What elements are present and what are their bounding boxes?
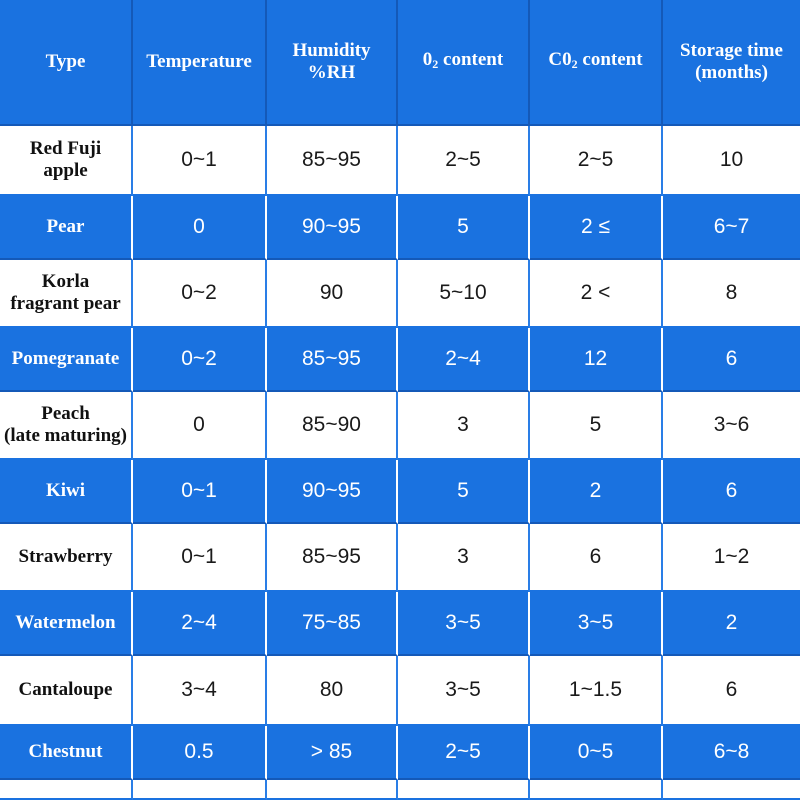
cell-humidity: 80 [267,656,398,726]
cell-humidity: 85~95 [267,126,398,196]
cell-type: Chestnut [0,726,133,780]
header-type-label: Type [45,51,86,72]
cell-type: Pear [0,196,133,260]
header-o2-prefix: 0 [422,49,433,70]
cell-storage: 6 [663,656,800,726]
header-o2-sub: 2 [432,57,439,71]
header-storage-line2: (months) [695,62,768,83]
type-line1: Korla [41,271,90,292]
type-line2: apple [43,160,88,181]
cell-storage: 2 [663,592,800,656]
header-co2-sub: 2 [571,57,578,71]
cell-storage: 8 [663,260,800,328]
header-humidity-label: Humidity %RH [292,40,370,84]
type-label: Korla fragrant pear [10,271,120,315]
header-storage: Storage time (months) [663,0,800,126]
header-co2-label: C02 content [548,49,642,75]
header-o2-suffix: content [438,49,504,70]
header-temperature: Temperature [133,0,267,126]
cell-temperature: 0 [133,392,267,460]
cell-humidity: 90 [267,260,398,328]
type-line1: Red Fuji [29,138,102,159]
cell-humidity: 85~90 [267,392,398,460]
cell-o2: 5~10 [398,260,530,328]
cell-empty [0,780,133,800]
cell-o2: 2~4 [398,328,530,392]
cell-co2: 5 [530,392,663,460]
header-temperature-label: Temperature [146,51,252,72]
cell-temperature: 0 [133,196,267,260]
cell-co2: 2 < [530,260,663,328]
header-o2: 02 content [398,0,530,126]
cell-empty [530,780,663,800]
type-line2: fragrant pear [10,293,121,314]
cell-storage: 6~8 [663,726,800,780]
cell-co2: 12 [530,328,663,392]
cell-temperature: 0~2 [133,260,267,328]
cell-humidity: 85~95 [267,328,398,392]
cell-co2: 3~5 [530,592,663,656]
cell-humidity: > 85 [267,726,398,780]
cell-co2: 2 [530,460,663,524]
cell-o2: 5 [398,196,530,260]
cell-humidity: 90~95 [267,460,398,524]
header-storage-line1: Storage time [680,40,783,61]
cell-temperature: 3~4 [133,656,267,726]
type-line2: (late maturing) [4,425,127,446]
cell-temperature: 0.5 [133,726,267,780]
type-line1: Peach [41,403,90,424]
header-humidity-line1: Humidity [292,40,371,61]
header-storage-label: Storage time (months) [680,40,783,84]
cell-o2: 3~5 [398,656,530,726]
cell-type: Strawberry [0,524,133,592]
cell-type: Cantaloupe [0,656,133,726]
cell-humidity: 90~95 [267,196,398,260]
header-humidity-line2: %RH [307,62,356,83]
cell-empty [133,780,267,800]
cell-temperature: 0~2 [133,328,267,392]
header-co2-suffix: content [577,49,643,70]
header-humidity: Humidity %RH [267,0,398,126]
cell-empty [663,780,800,800]
cell-humidity: 75~85 [267,592,398,656]
header-co2: C02 content [530,0,663,126]
cell-co2: 2~5 [530,126,663,196]
cell-temperature: 0~1 [133,460,267,524]
header-o2-label: 02 content [423,49,503,75]
cell-o2: 3 [398,524,530,592]
cell-storage: 3~6 [663,392,800,460]
cell-o2: 3~5 [398,592,530,656]
cell-type: Pomegranate [0,328,133,392]
cell-temperature: 0~1 [133,524,267,592]
cell-o2: 3 [398,392,530,460]
cell-storage: 10 [663,126,800,196]
cell-type: Kiwi [0,460,133,524]
header-type: Type [0,0,133,126]
cell-temperature: 2~4 [133,592,267,656]
cell-type: Red Fuji apple [0,126,133,196]
type-label: Peach (late maturing) [4,403,127,447]
cell-o2: 5 [398,460,530,524]
cell-co2: 2 ≤ [530,196,663,260]
cell-empty [398,780,530,800]
cell-empty [267,780,398,800]
cell-co2: 0~5 [530,726,663,780]
cell-storage: 6 [663,460,800,524]
header-co2-prefix: C0 [548,49,572,70]
cell-storage: 1~2 [663,524,800,592]
cell-type: Korla fragrant pear [0,260,133,328]
cell-humidity: 85~95 [267,524,398,592]
type-label: Red Fuji apple [30,138,101,182]
cell-co2: 6 [530,524,663,592]
cell-o2: 2~5 [398,126,530,196]
cell-co2: 1~1.5 [530,656,663,726]
cell-type: Peach (late maturing) [0,392,133,460]
cell-type: Watermelon [0,592,133,656]
cell-o2: 2~5 [398,726,530,780]
cell-storage: 6 [663,328,800,392]
cell-temperature: 0~1 [133,126,267,196]
cell-storage: 6~7 [663,196,800,260]
